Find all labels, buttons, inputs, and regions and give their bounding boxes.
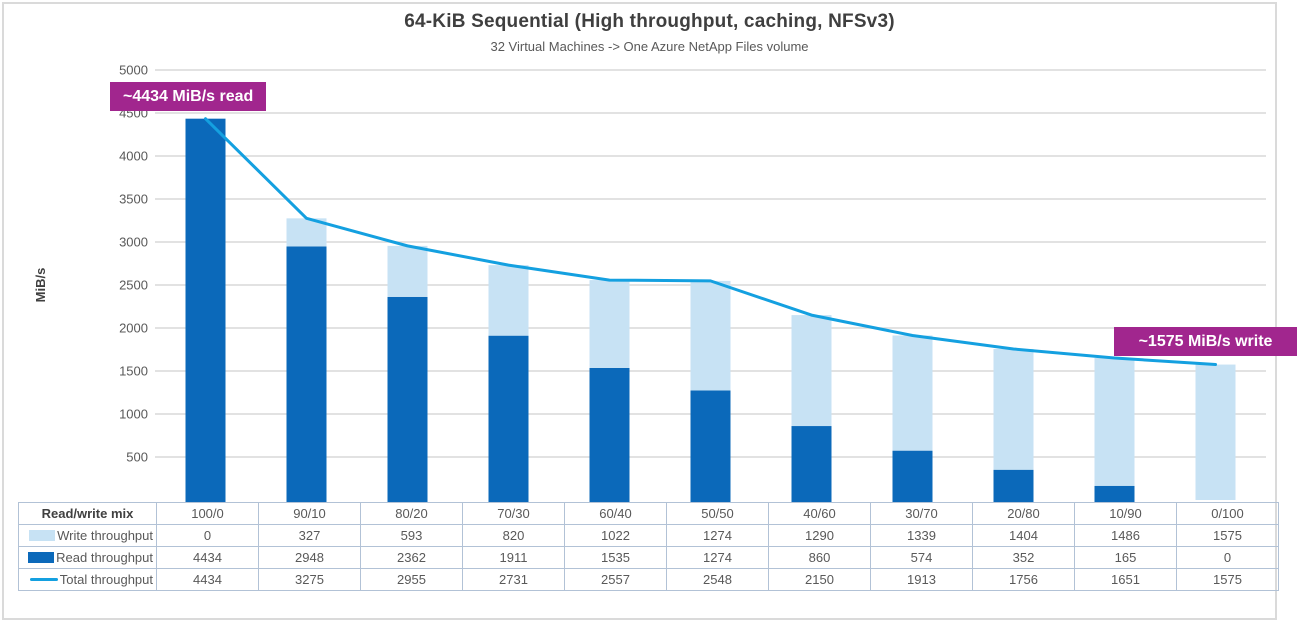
table-value-cell: 593 — [360, 524, 463, 547]
table-value-cell: 1575 — [1176, 524, 1279, 547]
total-throughput-line — [204, 117, 1217, 367]
table-value-cell: 2948 — [258, 546, 361, 569]
legend-label: Read throughput — [56, 550, 153, 565]
table-value-cell: 1913 — [870, 568, 973, 591]
legend-line-swatch — [29, 578, 58, 581]
table-value-cell: 2548 — [666, 568, 769, 591]
table-header-cell: 50/50 — [666, 502, 769, 525]
table-row: Read/write mix 100/0 90/10 80/20 70/30 60/40 5… — [18, 502, 1279, 525]
table-header-cell: 20/80 — [972, 502, 1075, 525]
bar-write-segment — [690, 280, 731, 391]
table-header-cell: 90/10 — [258, 502, 361, 525]
y-tick-label: 5000 — [119, 63, 148, 78]
table-value-cell: 1404 — [972, 524, 1075, 547]
table-value-cell: 1575 — [1176, 568, 1279, 591]
table-value-cell: 1911 — [462, 546, 565, 569]
table-row: Total throughput 4434 3275 2955 2731 2557 2548… — [18, 568, 1279, 591]
chart-title: 64-KiB Sequential (High throughput, cach… — [404, 11, 895, 32]
legend-label: Write throughput — [57, 528, 153, 543]
table-value-cell: 2557 — [564, 568, 667, 591]
y-tick-label: 1500 — [119, 364, 148, 379]
y-tick-label: 2500 — [119, 278, 148, 293]
table-value-cell: 1274 — [666, 524, 769, 547]
table-value-cell: 1022 — [564, 524, 667, 547]
bar-read-segment — [791, 426, 832, 502]
table-value-cell: 860 — [768, 546, 871, 569]
table-value-cell: 3275 — [258, 568, 361, 591]
y-tick-label: 500 — [126, 450, 148, 465]
table-header-cell: 70/30 — [462, 502, 565, 525]
table-header-cell: 0/100 — [1176, 502, 1279, 525]
page-border — [2, 2, 1277, 620]
bar-read-segment — [286, 246, 327, 502]
write-throughput-callout: ~1575 MiB/s write — [1114, 327, 1297, 356]
y-tick-label: 3000 — [119, 235, 148, 250]
bar-read-segment — [1094, 485, 1135, 502]
legend-color-swatch — [28, 552, 55, 563]
table-value-cell: 1535 — [564, 546, 667, 569]
table-value-cell: 4434 — [156, 546, 259, 569]
y-tick-label: 3500 — [119, 192, 148, 207]
table-value-cell: 165 — [1074, 546, 1177, 569]
bar-write-segment — [1094, 358, 1135, 486]
bar-read-segment — [892, 450, 933, 502]
y-tick-label: 1000 — [119, 407, 148, 422]
bar-read-segment — [993, 469, 1034, 502]
table-corner-label: Read/write mix — [18, 502, 157, 525]
bar-read-segment — [185, 118, 226, 503]
bar-read-segment — [488, 335, 529, 502]
table-header-cell: 40/60 — [768, 502, 871, 525]
table-value-cell: 1651 — [1074, 568, 1177, 591]
bar-write-segment — [993, 348, 1034, 470]
legend-label: Total throughput — [59, 572, 153, 587]
table-value-cell: 352 — [972, 546, 1075, 569]
table-value-cell: 327 — [258, 524, 361, 547]
table-row-label: Write throughput — [18, 524, 157, 547]
table-value-cell: 1756 — [972, 568, 1075, 591]
chart-subtitle: 32 Virtual Machines -> One Azure NetApp … — [490, 39, 809, 54]
table-value-cell: 1274 — [666, 546, 769, 569]
bar-read-segment — [589, 367, 630, 502]
table-row-label: Read throughput — [18, 546, 157, 569]
table-value-cell: 574 — [870, 546, 973, 569]
table-value-cell: 2731 — [462, 568, 565, 591]
read-throughput-callout: ~4434 MiB/s read — [110, 82, 267, 111]
table-header-cell: 30/70 — [870, 502, 973, 525]
bar-write-segment — [387, 245, 428, 297]
data-table: Read/write mix 100/0 90/10 80/20 70/30 60/40 5… — [18, 502, 1279, 591]
table-header-cell: 80/20 — [360, 502, 463, 525]
bar-read-segment — [387, 296, 428, 502]
table-row: Read throughput 4434 2948 2362 1911 1535 1274 8… — [18, 546, 1279, 569]
bar-write-segment — [791, 315, 832, 427]
legend-color-swatch — [29, 530, 56, 541]
bar-write-segment — [488, 265, 529, 336]
table-value-cell: 820 — [462, 524, 565, 547]
y-tick-label: 4000 — [119, 149, 148, 164]
table-row-label: Total throughput — [18, 568, 157, 591]
bar-write-segment — [892, 335, 933, 451]
table-header-cell: 100/0 — [156, 502, 259, 525]
table-value-cell: 0 — [156, 524, 259, 547]
bar-write-segment — [1195, 364, 1236, 500]
table-header-cell: 60/40 — [564, 502, 667, 525]
table-value-cell: 2362 — [360, 546, 463, 569]
table-value-cell: 1339 — [870, 524, 973, 547]
bar-write-segment — [589, 280, 630, 368]
table-value-cell: 1486 — [1074, 524, 1177, 547]
y-tick-label: 2000 — [119, 321, 148, 336]
table-value-cell: 1290 — [768, 524, 871, 547]
table-value-cell: 2955 — [360, 568, 463, 591]
table-value-cell: 0 — [1176, 546, 1279, 569]
table-header-cell: 10/90 — [1074, 502, 1177, 525]
bar-read-segment — [690, 390, 731, 502]
table-value-cell: 2150 — [768, 568, 871, 591]
table-row: Write throughput 0 327 593 820 1022 1274 1290 13… — [18, 524, 1279, 547]
table-value-cell: 4434 — [156, 568, 259, 591]
